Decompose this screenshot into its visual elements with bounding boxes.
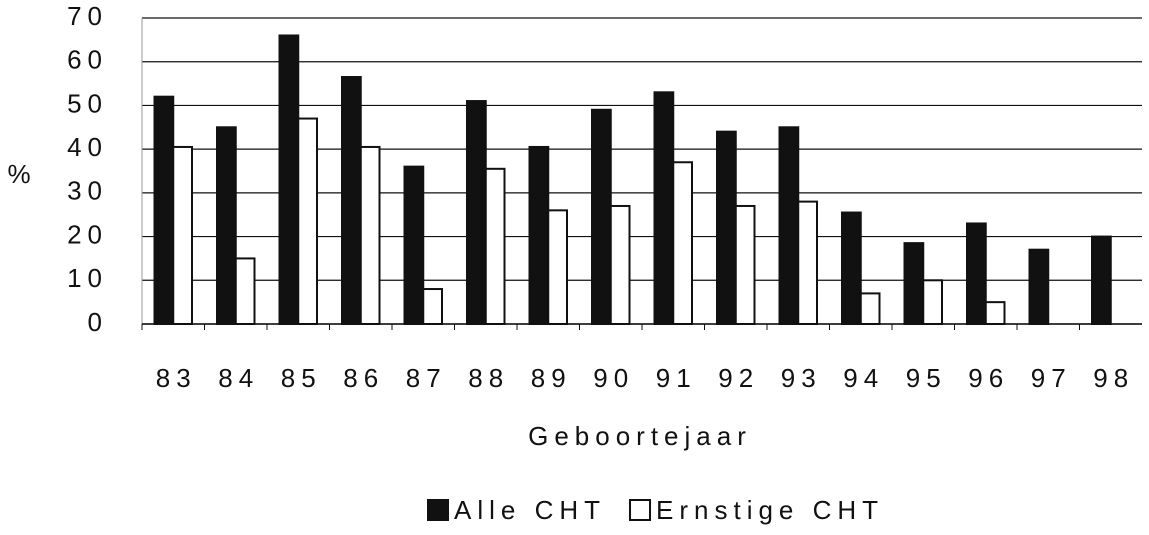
x-tick-label: 97 (1031, 363, 1072, 393)
bar (672, 161, 693, 325)
bar (484, 167, 506, 325)
x-tick-label: 86 (343, 363, 384, 393)
bar (591, 108, 612, 325)
x-tick-label: 96 (968, 363, 1009, 393)
bar (153, 95, 175, 325)
x-tick-label: 85 (281, 363, 322, 393)
bar (528, 145, 550, 325)
bar (297, 117, 318, 325)
bar (716, 130, 737, 325)
bar (797, 200, 818, 326)
bar (403, 165, 425, 325)
y-axis-label: % (7, 159, 36, 189)
x-tick-label: 94 (843, 363, 884, 393)
x-tick-label: 93 (781, 363, 822, 393)
legend-swatch (427, 499, 449, 521)
bar (1091, 235, 1112, 325)
y-tick-label: 70 (67, 1, 108, 31)
bar (422, 288, 443, 325)
y-tick-label: 10 (67, 263, 108, 293)
bar (922, 279, 943, 325)
x-axis-label: Geboortejaar (528, 421, 752, 451)
y-tick-label: 40 (67, 132, 108, 162)
bar (466, 100, 487, 325)
y-tick-label: 50 (67, 88, 108, 118)
bar (359, 145, 381, 325)
x-tick-label: 87 (406, 363, 447, 393)
x-tick-label: 83 (156, 363, 197, 393)
bar (547, 209, 568, 325)
x-tick-label: 88 (468, 363, 509, 393)
bar (966, 222, 987, 325)
bar (734, 204, 756, 326)
legend-label: Alle CHT (454, 495, 606, 525)
x-tick-label: 89 (531, 363, 572, 393)
bar (278, 34, 300, 325)
x-tick-label: 90 (593, 363, 634, 393)
legend-swatch (629, 499, 652, 521)
legend-label: Ernstige CHT (656, 495, 884, 525)
x-tick-label: 98 (1093, 363, 1134, 393)
y-tick-label: 60 (67, 45, 108, 75)
x-tick-label: 92 (718, 363, 759, 393)
bar (216, 126, 237, 325)
y-tick-label: 30 (67, 176, 108, 206)
x-tick-label: 95 (906, 363, 947, 393)
bar (341, 76, 362, 325)
y-tick-label: 0 (88, 307, 108, 337)
bar (841, 211, 862, 325)
y-tick-label: 20 (67, 219, 108, 249)
x-tick-label: 91 (656, 363, 697, 393)
bar (234, 257, 256, 325)
bar (859, 292, 881, 325)
bar (984, 301, 1006, 325)
bar (1028, 248, 1050, 325)
bar (653, 91, 675, 325)
bar (609, 204, 631, 326)
x-tick-label: 84 (218, 363, 259, 393)
bar (903, 242, 925, 325)
bar (778, 126, 800, 325)
bar (172, 145, 193, 325)
